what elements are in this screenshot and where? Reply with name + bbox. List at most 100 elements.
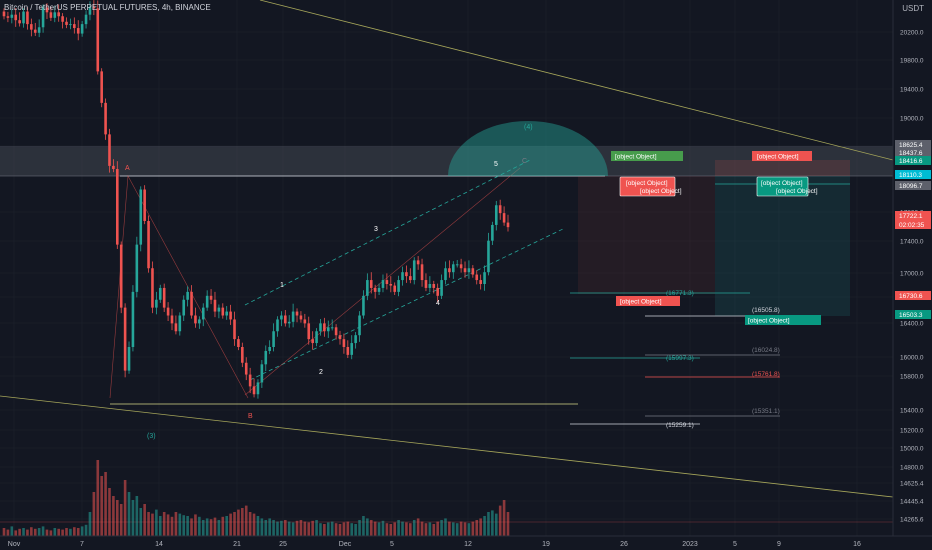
candle-body: [334, 327, 338, 336]
time-axis[interactable]: [0, 536, 932, 550]
candle-body: [205, 295, 209, 308]
candle-body: [33, 29, 37, 33]
volume-bar: [143, 504, 146, 536]
volume-bar: [287, 521, 291, 536]
wave-label-b[interactable]: B: [248, 413, 253, 420]
candle-body: [116, 169, 119, 245]
price-tag-box[interactable]: [895, 140, 931, 149]
lower-trendline[interactable]: [0, 395, 894, 498]
candle-body: [123, 307, 127, 371]
time-tick-label: 5: [733, 541, 737, 548]
wave-label-a[interactable]: A: [125, 165, 130, 172]
time-tick-label: 16: [853, 541, 861, 548]
channel-lower-line[interactable]: [249, 227, 566, 381]
price-tick-label: 17400.0: [900, 239, 924, 246]
candle-body: [303, 319, 307, 324]
price-tag-box[interactable]: [895, 310, 931, 319]
price-tag-text: 17722.1: [899, 213, 923, 220]
volume-bar: [33, 528, 37, 536]
volume-bar: [14, 530, 18, 536]
trade-box-risk-short[interactable]: [619, 176, 676, 197]
volume-bar: [369, 520, 373, 536]
volume-bar: [479, 518, 482, 536]
volume-bar: [362, 516, 365, 536]
wave-label-3[interactable]: 3: [374, 226, 378, 233]
volume-bar: [174, 512, 178, 536]
price-tag-box[interactable]: [895, 211, 931, 220]
upper-trendline[interactable]: [259, 0, 894, 161]
volume-bar: [57, 528, 60, 536]
candle-body: [92, 6, 96, 9]
trade-box-stop-long[interactable]: [745, 315, 821, 325]
wave-label-c[interactable]: C: [522, 158, 527, 165]
volume-bar: [506, 512, 510, 536]
price-axis[interactable]: [893, 0, 932, 536]
wave-label-1[interactable]: 1: [280, 282, 284, 289]
price-tick-label: 15000.0: [900, 446, 924, 453]
volume-bar: [178, 513, 182, 536]
candle-body: [26, 11, 29, 25]
volume-bar: [135, 496, 139, 536]
candle-body: [57, 12, 60, 17]
volume-bar: [104, 472, 107, 536]
candle-body: [53, 12, 57, 18]
wave-label-5[interactable]: 5: [494, 161, 498, 168]
channel-upper-line[interactable]: [244, 159, 531, 306]
candle-body: [104, 102, 107, 135]
candle-body: [323, 323, 326, 332]
candle-body: [366, 280, 369, 296]
candle-body: [61, 16, 64, 22]
time-tick-label: 19: [542, 541, 550, 548]
wave-label-4[interactable]: 4: [436, 300, 440, 307]
price-tag-text: 18096.7: [899, 183, 923, 190]
volume-bar: [409, 523, 412, 536]
candle-body: [291, 311, 295, 322]
volume-bar: [498, 505, 502, 536]
candle-body: [147, 221, 150, 269]
price-tag-box[interactable]: [895, 148, 931, 157]
volume-bar: [233, 512, 236, 536]
trade-box-stop-short[interactable]: [616, 296, 680, 306]
volume-bar: [416, 518, 420, 536]
volume-bar: [342, 522, 346, 536]
volume-bar: [436, 521, 439, 536]
trade-box-risk-long[interactable]: [756, 176, 809, 197]
candle-body: [14, 14, 18, 21]
candle-body: [444, 268, 447, 281]
trade-box-target-short[interactable]: [752, 151, 812, 161]
candle-body: [182, 299, 186, 316]
wave-label-paren-3[interactable]: (3): [147, 433, 156, 440]
candle-body: [338, 335, 342, 340]
candle-body: [166, 307, 170, 316]
volume-bar: [65, 528, 68, 536]
volume-bar: [139, 508, 143, 536]
time-axis-labels: Nov 7 14 21 25 Dec 5 12 19 26 2023 5 9 16: [8, 541, 861, 548]
candle-body: [174, 323, 178, 332]
price-tag-box[interactable]: [895, 291, 931, 300]
price-tag-box[interactable]: [895, 170, 931, 179]
level-labels: (16771.3) (16505.8) (16024.8) (15997.3) …: [666, 290, 780, 429]
trade-box-target-long[interactable]: [611, 151, 683, 161]
long-stop-zone: [715, 160, 850, 176]
volume-bar: [22, 528, 25, 536]
volume-bar: [166, 514, 170, 536]
candle-body: [295, 311, 299, 316]
volume-bar: [88, 512, 92, 536]
volume-bar: [92, 492, 96, 536]
symbol-title: Bitcoin / TetherUS PERPETUAL FUTURES, 4h…: [4, 3, 211, 12]
candle-body: [412, 260, 416, 281]
candle-body: [428, 284, 432, 288]
volume-bar: [61, 529, 64, 536]
price-tag-box[interactable]: [895, 220, 931, 229]
price-tick-label: 14800.0: [900, 465, 924, 472]
candle-body: [237, 339, 240, 347]
volume-bar: [241, 508, 244, 536]
price-tag-box[interactable]: [895, 181, 931, 190]
volume-bar: [444, 518, 447, 536]
candle-body: [440, 280, 443, 296]
wave-label-paren-4[interactable]: (4): [524, 124, 533, 131]
price-tag-box[interactable]: [895, 156, 931, 165]
wave-label-2[interactable]: 2: [319, 369, 323, 376]
